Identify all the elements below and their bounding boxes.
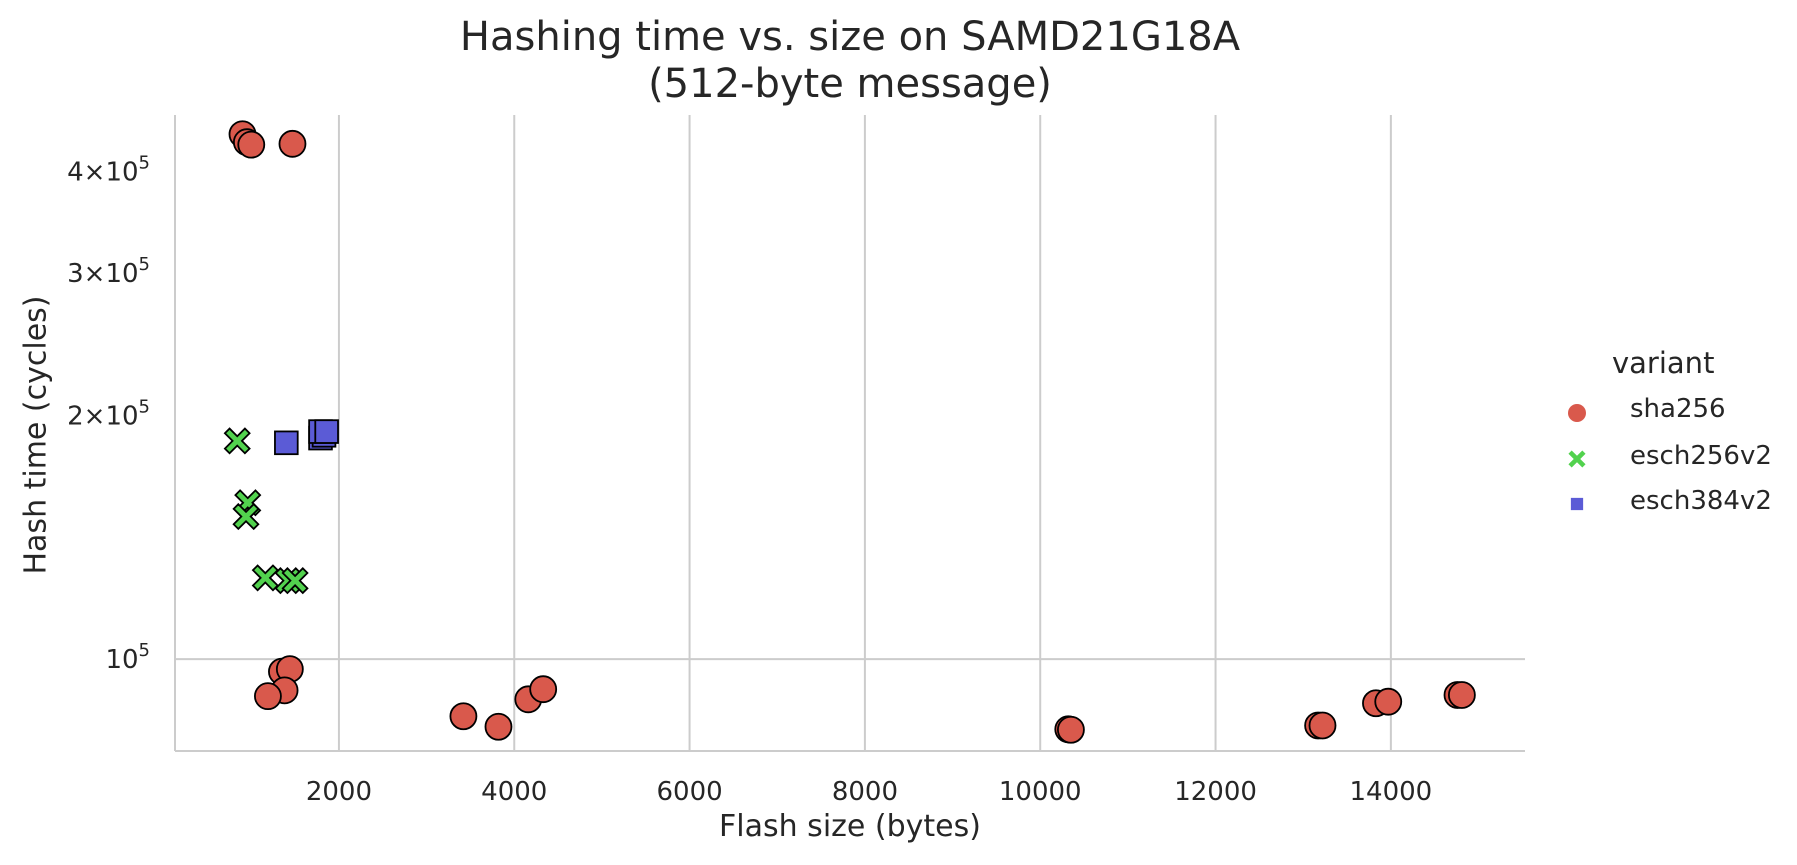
sha256-point [484, 712, 513, 741]
y-tick-mantissa: 3× [67, 259, 105, 289]
esch256v2-point [223, 427, 251, 455]
legend-label-sha256: sha256 [1630, 394, 1726, 424]
y-tick-exponent: 5 [139, 153, 150, 174]
x-tick-labels: 2000 4000 6000 8000 10000 12000 14000 [306, 777, 1432, 807]
legend-marker-esch256v2 [1568, 450, 1586, 468]
y-axis-label: Hash time (cycles) [18, 295, 54, 575]
x-tick-label: 2000 [306, 777, 372, 807]
esch256v2-point [232, 502, 260, 531]
sha256-point [529, 675, 558, 704]
legend-title: variant [1612, 346, 1715, 380]
legend-label-esch256v2: esch256v2 [1630, 441, 1772, 471]
legend-label-esch384v2: esch384v2 [1630, 486, 1772, 516]
y-tick-exponent: 5 [139, 640, 150, 661]
chart-title: Hashing time vs. size on SAMD21G18A [459, 14, 1241, 60]
y-tick-base: 10 [105, 645, 138, 675]
x-tick-label: 14000 [1350, 777, 1433, 807]
y-tick-exponent: 5 [139, 396, 150, 417]
legend-markers [1568, 404, 1586, 511]
x-tick-label: 6000 [656, 777, 722, 807]
data-points [223, 120, 1476, 744]
y-tick-label: 3×105 [67, 254, 150, 289]
sha256-point [254, 682, 282, 711]
x-tick-label: 10000 [999, 777, 1082, 807]
x-tick-label: 12000 [1174, 777, 1257, 807]
sha256-point [1308, 711, 1337, 740]
y-tick-label: 2×105 [67, 396, 150, 431]
axis-spines [174, 115, 1525, 752]
legend-marker-sha256 [1568, 404, 1586, 422]
sha256-point [278, 129, 307, 158]
grid-lines [175, 115, 1525, 751]
sha256-point [1057, 715, 1085, 744]
y-tick-base: 10 [105, 259, 138, 289]
y-tick-exponent: 5 [139, 254, 150, 275]
x-axis-label: Flash size (bytes) [719, 809, 981, 844]
y-tick-mantissa: 4× [67, 158, 105, 188]
sha256-point [1374, 687, 1403, 716]
y-tick-base: 10 [105, 158, 138, 188]
sha256-point [237, 130, 266, 159]
y-tick-label: 4×105 [67, 153, 150, 188]
esch256v2-point [251, 564, 279, 592]
esch256v2-point [281, 567, 309, 595]
sha256-point [1447, 681, 1476, 709]
y-tick-label: 105 [105, 640, 150, 675]
esch384v2-point [314, 419, 339, 444]
y-tick-base: 10 [105, 401, 138, 431]
esch384v2-point [274, 430, 299, 456]
sha256-point [449, 702, 478, 731]
x-tick-label: 4000 [481, 777, 547, 807]
x-tick-label: 8000 [832, 777, 898, 807]
legend-marker-esch384v2 [1570, 497, 1584, 511]
chart-subtitle: (512-byte message) [648, 61, 1052, 107]
y-tick-mantissa: 2× [67, 401, 105, 431]
